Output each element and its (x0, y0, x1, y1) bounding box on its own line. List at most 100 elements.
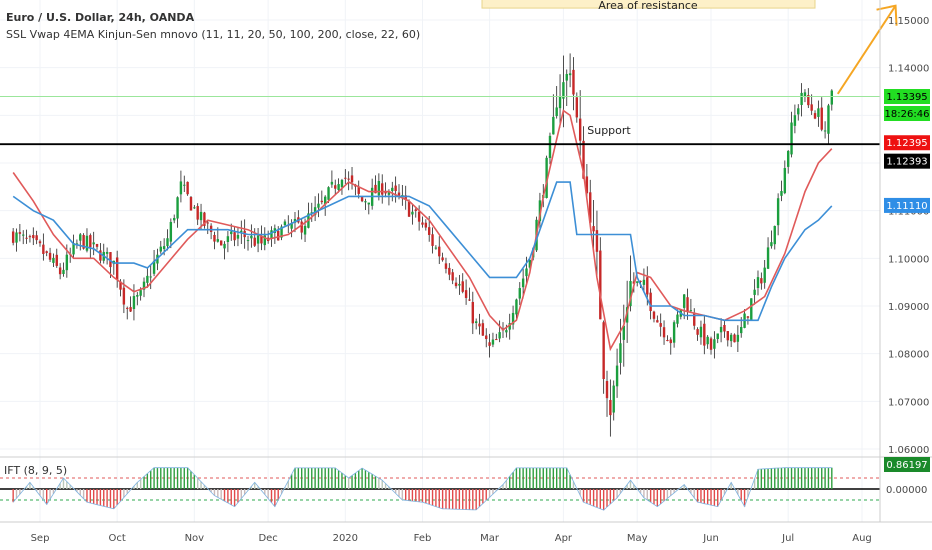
time-axis[interactable]: Sep Oct Nov Dec 2020 Feb Mar Apr May Jun Jul Aug (31, 533, 872, 544)
time-tick-label: Aug (852, 533, 872, 544)
candle-body (666, 340, 669, 342)
candle-body (770, 242, 773, 247)
candle-body (488, 342, 491, 346)
candle-body (256, 235, 260, 244)
candle-body (817, 108, 820, 117)
candle-body (659, 323, 662, 327)
time-tick-label: Feb (414, 533, 432, 544)
last-price-tag: 1.13395 (884, 89, 930, 105)
candle-body (364, 201, 367, 203)
candle-body (55, 254, 58, 266)
candle-body (89, 235, 92, 248)
candle-body (394, 185, 397, 192)
candle-body (589, 192, 592, 223)
svg-text:1.13395: 1.13395 (886, 92, 927, 103)
candle-body (595, 230, 599, 252)
candle-body (552, 116, 555, 135)
candle-body (28, 236, 32, 238)
candle-body (471, 301, 475, 324)
price-axis[interactable]: 1.150001.140001.130001.120001.110001.100… (888, 16, 929, 456)
candle-body (323, 196, 327, 205)
candle-body (458, 283, 461, 286)
candle-body (612, 385, 615, 413)
candle-body (330, 181, 334, 185)
candle-body (82, 235, 85, 249)
candle-body (344, 177, 347, 179)
candle-body (129, 307, 132, 312)
indicator-legend: SSL Vwap 4EMA Kinjun-Sen mnovo (11, 11, … (6, 28, 420, 41)
candle-body (226, 236, 230, 243)
resistance-label: Area of resistance (598, 0, 698, 12)
candle-body (585, 176, 589, 194)
candle-body (387, 192, 391, 195)
candle-body (528, 259, 532, 268)
candle-body (706, 336, 709, 345)
svg-text:0.86197: 0.86197 (886, 460, 927, 471)
candle-body (313, 207, 317, 216)
candle-body (374, 184, 377, 194)
candle-body (246, 240, 250, 242)
candle-body (115, 257, 119, 280)
time-tick-label: Mar (480, 533, 500, 544)
candle-body (233, 232, 236, 241)
candle-body (109, 252, 112, 268)
price-tags: 1.13395 18:26:46 1.12395 1.12393 1.11110… (884, 89, 930, 496)
candle-body (639, 280, 642, 282)
ift-value-tag: 0.86197 (884, 457, 930, 472)
candle-body (270, 230, 273, 239)
candle-body (545, 157, 548, 198)
candle-body (807, 95, 810, 106)
candle-body (142, 281, 146, 290)
candle-body (105, 251, 109, 254)
candle-body (448, 267, 451, 275)
candle-body (15, 232, 18, 243)
candle-body (159, 246, 162, 252)
candle-body (790, 122, 793, 155)
price-tick-label: 1.15000 (888, 16, 929, 27)
candle-body (508, 323, 511, 330)
candle-body (575, 97, 579, 118)
candle-body (280, 226, 283, 238)
candle-body (209, 225, 213, 232)
chart-title: Euro / U.S. Dollar, 24h, OANDA (6, 11, 195, 24)
candle-body (431, 234, 434, 246)
candle-body (176, 197, 179, 219)
blue-kijun-line (12, 181, 833, 322)
resistance-zone (481, 0, 816, 9)
candle-body (478, 323, 481, 327)
candle-body (813, 113, 817, 119)
support-label: Support (587, 124, 631, 137)
time-tick-label: Jun (702, 533, 719, 544)
candle-body (676, 314, 679, 324)
ift-oscillator (0, 467, 880, 511)
candle-body (199, 211, 203, 221)
candle-body (656, 320, 659, 323)
candle-body (42, 244, 45, 254)
candle-body (733, 334, 736, 343)
candle-body (740, 327, 743, 334)
candle-body (236, 234, 240, 239)
candle-body (780, 190, 783, 196)
candle-body (327, 187, 330, 200)
svg-text:1.12395: 1.12395 (886, 138, 927, 149)
candle-body (186, 181, 189, 195)
candle-body (300, 221, 303, 233)
candle-body (485, 335, 488, 340)
candle-body (240, 230, 243, 233)
candle-body (763, 267, 766, 283)
candle-body (716, 333, 719, 340)
candle-body (99, 250, 102, 261)
candle-body (126, 307, 129, 309)
candle-body (146, 275, 149, 283)
candle-body (461, 281, 464, 292)
svg-text:1.11110: 1.11110 (886, 201, 927, 212)
candle-body (166, 238, 169, 247)
candle-body (615, 365, 619, 387)
candle-body (652, 311, 656, 319)
candle-body (18, 232, 22, 234)
candle-body (48, 252, 52, 260)
grid-lines (0, 0, 880, 522)
candle-body (689, 310, 693, 312)
candle-body (515, 299, 518, 315)
